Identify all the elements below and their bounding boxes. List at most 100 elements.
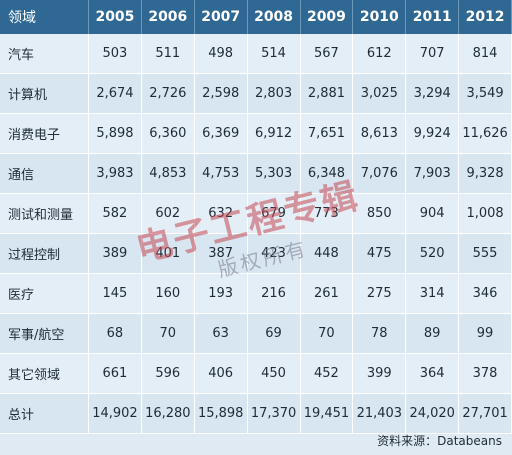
table-cell: 27,701 bbox=[458, 393, 512, 434]
table-cell: 567 bbox=[300, 34, 354, 74]
table-cell: 6,912 bbox=[247, 113, 301, 154]
table-cell: 364 bbox=[405, 353, 460, 394]
table-cell: 555 bbox=[458, 233, 512, 274]
table-cell: 6,360 bbox=[141, 113, 195, 154]
table-cell: 3,983 bbox=[88, 153, 142, 194]
table-cell: 69 bbox=[247, 313, 301, 354]
table-cell: 261 bbox=[300, 273, 354, 314]
header-year: 2005 bbox=[88, 0, 142, 34]
table-cell: 2,726 bbox=[141, 73, 195, 114]
table-cell: 452 bbox=[300, 353, 354, 394]
table-cell: 520 bbox=[405, 233, 460, 274]
table-cell: 596 bbox=[141, 353, 195, 394]
table-cell: 160 bbox=[141, 273, 195, 314]
table-row: 汽车 503 511 498 514 567 612 707 814 bbox=[0, 34, 512, 74]
table-cell: 5,898 bbox=[88, 113, 142, 154]
table-cell: 99 bbox=[458, 313, 512, 354]
table-cell: 612 bbox=[352, 34, 407, 74]
table-cell: 6,348 bbox=[300, 153, 354, 194]
table-cell: 314 bbox=[405, 273, 460, 314]
table-cell: 78 bbox=[352, 313, 407, 354]
header-row: 领域 2005 2006 2007 2008 2009 2010 2011 20… bbox=[0, 0, 512, 34]
table-cell: 3,294 bbox=[405, 73, 460, 114]
header-year: 2012 bbox=[458, 0, 512, 34]
table-cell: 11,626 bbox=[458, 113, 512, 154]
table-cell: 16,280 bbox=[141, 393, 195, 434]
row-label: 其它领域 bbox=[0, 353, 89, 394]
table-cell: 9,328 bbox=[458, 153, 512, 194]
table-cell: 3,549 bbox=[458, 73, 512, 114]
table-cell: 70 bbox=[300, 313, 354, 354]
table-cell: 498 bbox=[194, 34, 248, 74]
table-cell: 632 bbox=[194, 193, 248, 234]
table-cell: 24,020 bbox=[405, 393, 460, 434]
table-cell: 387 bbox=[194, 233, 248, 274]
table-cell: 275 bbox=[352, 273, 407, 314]
table-cell: 4,853 bbox=[141, 153, 195, 194]
table-cell: 216 bbox=[247, 273, 301, 314]
table-cell: 602 bbox=[141, 193, 195, 234]
table-cell: 7,076 bbox=[352, 153, 407, 194]
table-cell: 401 bbox=[141, 233, 195, 274]
row-label: 汽车 bbox=[0, 34, 89, 74]
table-cell: 15,898 bbox=[194, 393, 248, 434]
table-cell: 1,008 bbox=[458, 193, 512, 234]
table-cell: 514 bbox=[247, 34, 301, 74]
header-year: 2006 bbox=[141, 0, 195, 34]
row-label: 过程控制 bbox=[0, 233, 89, 274]
table-cell: 70 bbox=[141, 313, 195, 354]
table-cell: 511 bbox=[141, 34, 195, 74]
table-row: 计算机 2,674 2,726 2,598 2,803 2,881 3,025 … bbox=[0, 73, 512, 114]
table-cell: 2,881 bbox=[300, 73, 354, 114]
table-cell: 7,651 bbox=[300, 113, 354, 154]
table-row: 过程控制 389 401 387 423 448 475 520 555 bbox=[0, 233, 512, 274]
row-label: 通信 bbox=[0, 153, 89, 194]
table-cell: 378 bbox=[458, 353, 512, 394]
table-cell: 89 bbox=[405, 313, 460, 354]
table-cell: 399 bbox=[352, 353, 407, 394]
table-cell: 21,403 bbox=[352, 393, 407, 434]
table-cell: 661 bbox=[88, 353, 142, 394]
row-label: 计算机 bbox=[0, 73, 89, 114]
header-year: 2009 bbox=[300, 0, 354, 34]
header-year: 2011 bbox=[405, 0, 460, 34]
market-data-table: 领域 2005 2006 2007 2008 2009 2010 2011 20… bbox=[0, 0, 512, 434]
table-cell: 679 bbox=[247, 193, 301, 234]
row-label: 军事/航空 bbox=[0, 313, 89, 354]
table-row: 消费电子 5,898 6,360 6,369 6,912 7,651 8,613… bbox=[0, 113, 512, 154]
table-cell: 4,753 bbox=[194, 153, 248, 194]
table-cell: 904 bbox=[405, 193, 460, 234]
table-cell: 450 bbox=[247, 353, 301, 394]
row-label: 医疗 bbox=[0, 273, 89, 314]
table-cell: 582 bbox=[88, 193, 142, 234]
table-cell: 14,902 bbox=[88, 393, 142, 434]
header-year: 2007 bbox=[194, 0, 248, 34]
header-domain: 领域 bbox=[0, 0, 89, 34]
table-cell: 63 bbox=[194, 313, 248, 354]
table-cell: 5,303 bbox=[247, 153, 301, 194]
header-year: 2008 bbox=[247, 0, 301, 34]
table-cell: 193 bbox=[194, 273, 248, 314]
table-cell: 707 bbox=[405, 34, 460, 74]
table-cell: 389 bbox=[88, 233, 142, 274]
table-cell: 448 bbox=[300, 233, 354, 274]
table-cell: 17,370 bbox=[247, 393, 301, 434]
table-cell: 423 bbox=[247, 233, 301, 274]
table-cell: 814 bbox=[458, 34, 512, 74]
table-cell: 6,369 bbox=[194, 113, 248, 154]
row-label: 消费电子 bbox=[0, 113, 89, 154]
table-row: 其它领域 661 596 406 450 452 399 364 378 bbox=[0, 353, 512, 394]
table-row: 医疗 145 160 193 216 261 275 314 346 bbox=[0, 273, 512, 314]
table-cell: 475 bbox=[352, 233, 407, 274]
table-row-total: 总计 14,902 16,280 15,898 17,370 19,451 21… bbox=[0, 393, 512, 434]
row-label: 测试和测量 bbox=[0, 193, 89, 234]
table-cell: 850 bbox=[352, 193, 407, 234]
table-cell: 9,924 bbox=[405, 113, 460, 154]
source-note: 资料来源：Databeans bbox=[377, 434, 502, 448]
table-cell: 503 bbox=[88, 34, 142, 74]
table-row: 通信 3,983 4,853 4,753 5,303 6,348 7,076 7… bbox=[0, 153, 512, 194]
table-cell: 145 bbox=[88, 273, 142, 314]
table-cell: 3,025 bbox=[352, 73, 407, 114]
table-cell: 19,451 bbox=[300, 393, 354, 434]
table-row: 军事/航空 68 70 63 69 70 78 89 99 bbox=[0, 313, 512, 354]
